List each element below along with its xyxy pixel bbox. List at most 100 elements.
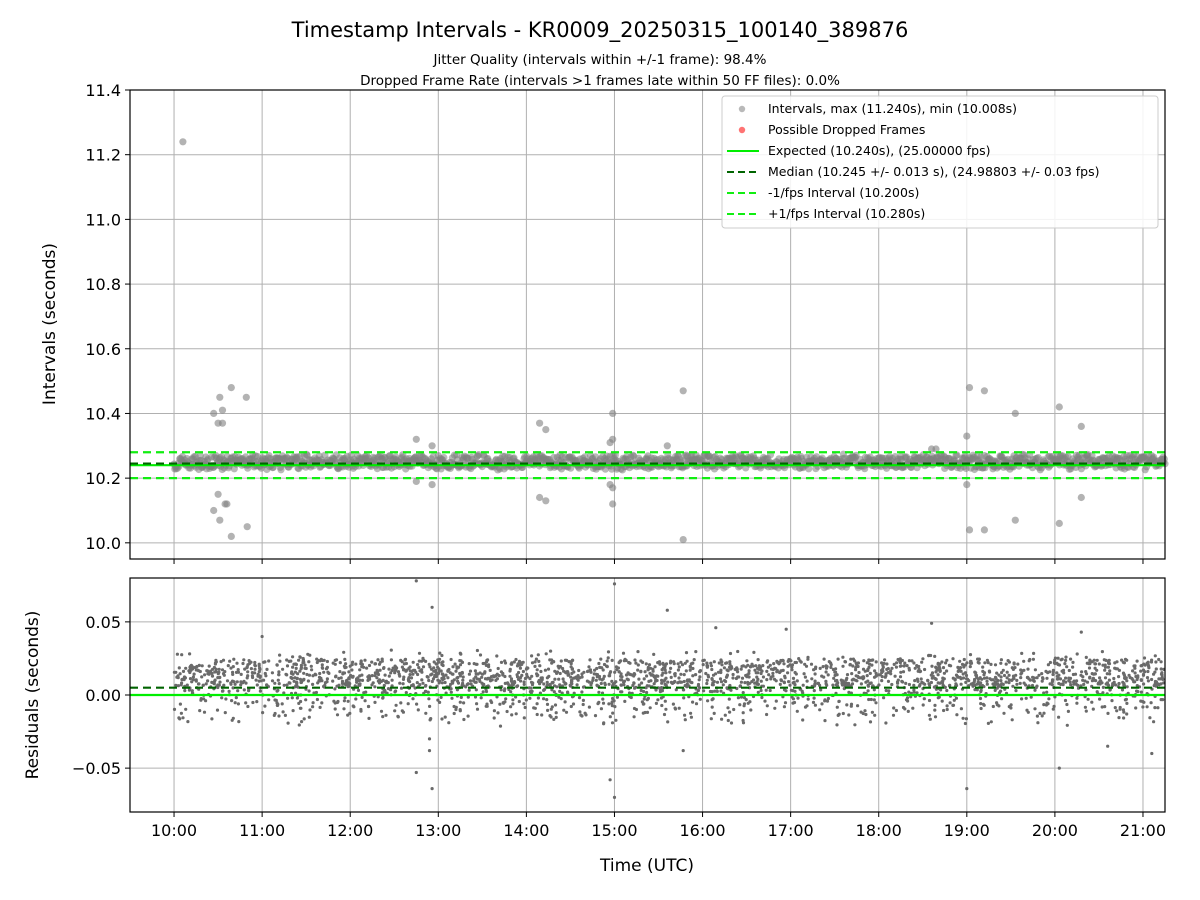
- residual-point: [285, 658, 289, 662]
- residual-point: [768, 688, 772, 693]
- residual-point: [1147, 664, 1151, 668]
- residual-point: [311, 705, 315, 709]
- residual-point: [181, 677, 185, 681]
- residual-point: [886, 679, 891, 684]
- residual-point: [433, 673, 437, 678]
- residual-point: [178, 717, 182, 721]
- residual-point: [588, 658, 592, 662]
- residual-point: [958, 659, 962, 663]
- residual-point: [788, 663, 792, 667]
- residual-point: [466, 695, 470, 699]
- residual-point: [666, 680, 670, 684]
- residual-point: [822, 657, 826, 661]
- residual-point: [835, 723, 839, 727]
- residual-point: [863, 709, 867, 713]
- residual-point: [996, 678, 1000, 683]
- residual-point: [1083, 705, 1087, 709]
- residual-point: [1073, 672, 1078, 676]
- residual-point: [499, 670, 503, 674]
- residual-point: [522, 680, 526, 684]
- residual-point: [255, 700, 259, 704]
- residual-point: [475, 707, 480, 711]
- residual-point: [823, 698, 827, 702]
- residual-point: [1145, 705, 1149, 709]
- residual-point: [210, 671, 214, 676]
- residual-point: [996, 682, 1000, 686]
- residual-point: [1098, 682, 1102, 686]
- residual-point: [442, 675, 446, 679]
- residual-point: [752, 650, 756, 655]
- residual-point: [786, 671, 790, 675]
- residual-point: [1028, 678, 1032, 682]
- residual-outlier-point: [1079, 630, 1083, 634]
- residual-point: [1146, 679, 1150, 683]
- residual-point: [981, 665, 985, 669]
- residual-point: [424, 711, 428, 715]
- residual-point: [376, 670, 380, 674]
- residual-point: [674, 688, 678, 692]
- residual-point: [566, 670, 570, 674]
- residual-point: [601, 668, 605, 672]
- residual-point: [709, 717, 713, 721]
- residual-point: [1140, 663, 1144, 668]
- residual-point: [714, 672, 718, 676]
- residual-point: [979, 681, 983, 685]
- residual-point: [197, 663, 201, 668]
- residual-point: [747, 669, 751, 673]
- residual-point: [926, 678, 930, 683]
- residual-point: [564, 710, 569, 714]
- residual-point: [214, 658, 218, 662]
- residual-point: [213, 661, 218, 665]
- residual-point: [299, 706, 303, 710]
- residual-point: [449, 682, 453, 686]
- residual-point: [814, 665, 818, 669]
- residual-point: [494, 678, 498, 683]
- residual-point: [504, 697, 508, 701]
- residual-point: [485, 658, 489, 662]
- residual-point: [574, 675, 578, 680]
- residual-point: [1026, 710, 1030, 714]
- residual-point: [225, 679, 230, 683]
- residual-point: [479, 696, 483, 700]
- residual-point: [877, 683, 881, 687]
- residual-point: [927, 654, 931, 658]
- residual-outlier-point: [260, 634, 264, 639]
- residual-point: [242, 688, 246, 692]
- residual-point: [834, 670, 838, 674]
- residual-point: [274, 698, 278, 703]
- residual-point: [705, 661, 709, 665]
- residual-point: [1005, 670, 1009, 674]
- residual-point: [535, 672, 539, 676]
- residual-point: [594, 678, 598, 682]
- residual-point: [295, 696, 299, 700]
- residual-point: [406, 677, 410, 682]
- residual-point: [607, 702, 611, 706]
- residual-point: [676, 662, 680, 666]
- residual-point: [825, 665, 829, 669]
- residual-point: [534, 657, 539, 661]
- residual-point: [239, 672, 243, 677]
- residual-point: [619, 672, 623, 676]
- residual-point: [449, 657, 453, 662]
- residual-point: [550, 705, 554, 709]
- residual-point: [1088, 661, 1092, 665]
- residual-point: [755, 682, 759, 686]
- residual-point: [394, 665, 398, 670]
- residual-point: [824, 679, 828, 683]
- residual-point: [720, 717, 724, 721]
- residual-point: [645, 690, 649, 695]
- residual-point: [508, 674, 512, 678]
- x-tick-label: 14:00: [503, 821, 549, 840]
- residual-point: [245, 676, 249, 680]
- residual-point: [689, 715, 694, 719]
- residual-point: [557, 695, 561, 699]
- residual-point: [850, 678, 854, 682]
- residual-point: [979, 706, 983, 711]
- residual-point: [649, 679, 653, 683]
- residual-point: [847, 690, 851, 695]
- residual-point: [1107, 662, 1112, 666]
- residual-point: [340, 681, 344, 686]
- residual-point: [580, 675, 584, 679]
- residual-point: [918, 670, 922, 674]
- residual-point: [548, 658, 552, 662]
